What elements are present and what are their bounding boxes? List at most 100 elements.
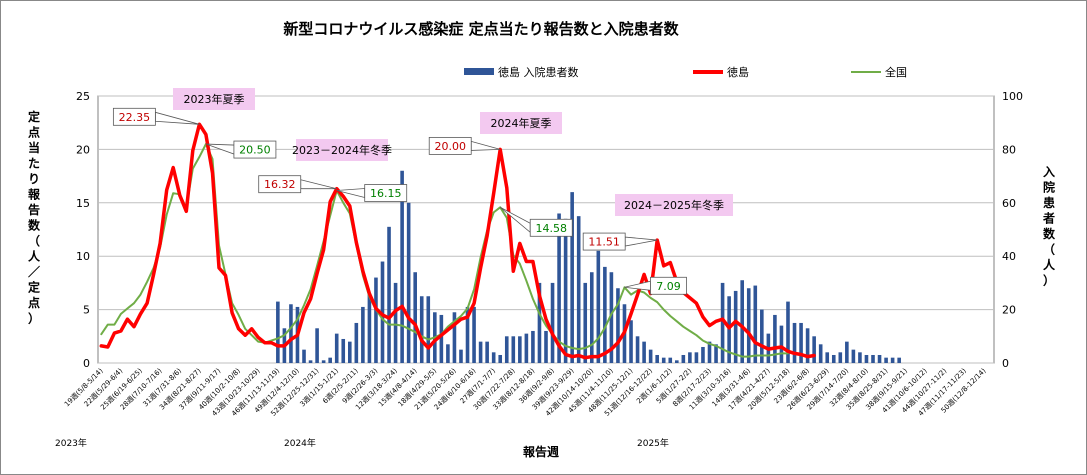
bar-inpatients — [328, 357, 332, 363]
callout-box — [529, 218, 573, 237]
x-axis-title: 報告週 — [523, 444, 559, 459]
bar-inpatients — [655, 354, 659, 363]
season-badge — [173, 88, 255, 110]
callout-value: 16.15 — [370, 187, 402, 200]
bar-inpatients — [897, 357, 901, 363]
legend-swatch-bar — [464, 68, 494, 75]
y-tick-left: 20 — [76, 143, 90, 156]
bar-inpatients — [681, 354, 686, 363]
callout-box — [233, 140, 277, 159]
bar-inpatients — [361, 306, 365, 363]
bar-inpatients — [648, 349, 653, 363]
bar-inpatients — [688, 352, 692, 363]
bar-inpatients — [864, 354, 869, 363]
callout-pointer — [470, 140, 501, 151]
y-axis-title-left: 定点当たり報告数（人／定点） — [28, 109, 41, 326]
callout-value: 20.00 — [434, 140, 466, 153]
y-axis-title-right-text: 入院患者数（人） — [1042, 165, 1056, 288]
bar-inpatients — [871, 354, 875, 363]
bar-inpatients — [603, 266, 607, 363]
bar-inpatients — [773, 314, 777, 363]
bar-inpatients — [779, 325, 784, 363]
bar-inpatients — [753, 285, 758, 363]
line-national — [100, 143, 789, 358]
y-tick-right: 0 — [1002, 357, 1009, 370]
bar-inpatients — [341, 338, 346, 363]
bar-inpatients — [799, 322, 803, 363]
callout-value: 22.35 — [119, 111, 151, 124]
bar-inpatients — [524, 333, 529, 363]
callout-box — [258, 175, 302, 194]
bar-inpatients — [446, 344, 450, 363]
bar-inpatients — [635, 336, 640, 363]
bar-inpatients — [550, 282, 555, 363]
bar-inpatients — [452, 312, 457, 363]
season-badge — [615, 194, 733, 216]
bar-inpatients — [694, 352, 699, 363]
bar-inpatients — [818, 344, 823, 363]
callout-box — [650, 276, 687, 295]
season-badge — [480, 112, 562, 134]
bar-inpatients — [276, 301, 280, 363]
bar-inpatients — [387, 226, 391, 363]
bar-inpatients — [727, 296, 731, 363]
annotation-layer: 22.35 20.50 16.32 16.15 20.00 14.58 11.51 7.09 2… — [112, 88, 733, 295]
bar-inpatients — [733, 290, 738, 363]
bar-inpatients — [661, 357, 666, 363]
bar-inpatients — [609, 272, 614, 363]
bar-inpatients — [746, 288, 751, 363]
bar-inpatients — [485, 341, 489, 363]
bar-inpatients — [596, 250, 601, 363]
bar-inpatients — [877, 354, 882, 363]
bar-inpatients — [884, 357, 888, 363]
bar-inpatients — [576, 216, 581, 363]
y-tick-left: 5 — [83, 304, 90, 317]
legend-label-bar: 徳島 入院患者数 — [498, 65, 579, 79]
y-tick-right: 60 — [1002, 197, 1016, 210]
callout-pointer — [499, 206, 531, 234]
bar-inpatients — [570, 192, 574, 363]
bar-inpatients — [825, 352, 830, 363]
year-label-2025: 2025年 — [637, 437, 669, 449]
bar-inpatients — [439, 314, 444, 363]
bar-inpatients — [845, 341, 849, 363]
bar-inpatients — [302, 349, 306, 363]
bar-inpatients — [563, 218, 568, 363]
y-tick-right: 20 — [1002, 304, 1016, 317]
callout-box — [112, 107, 156, 126]
bar-inpatients — [890, 357, 895, 363]
bar-inpatients — [838, 352, 843, 363]
bar-inpatients — [419, 296, 424, 363]
bar-inpatients — [760, 309, 764, 363]
bar-inpatients — [400, 170, 404, 363]
callout-pointer — [624, 236, 658, 247]
y-tick-right: 40 — [1002, 250, 1016, 263]
year-label-2023: 2023年 — [55, 437, 87, 449]
y-tick-left: 10 — [76, 250, 90, 263]
bar-inpatients — [315, 328, 319, 363]
bar-inpatients — [792, 322, 797, 363]
season-label: 2023－2024年冬季 — [292, 143, 392, 157]
bar-inpatients — [675, 360, 679, 363]
bar-inpatients — [812, 336, 816, 363]
callout-value: 14.58 — [535, 222, 567, 235]
bar-inpatients — [557, 213, 561, 363]
bar-inpatients — [478, 341, 483, 363]
y-tick-left: 15 — [76, 197, 90, 210]
bar-inpatients — [491, 352, 496, 363]
callout-box — [582, 232, 626, 251]
y-tick-right: 100 — [1002, 90, 1023, 103]
callout-box — [364, 184, 408, 202]
bar-inpatients — [321, 360, 326, 363]
bar-inpatients — [642, 341, 646, 363]
bar-inpatients — [380, 261, 385, 363]
legend-label-tokushima: 徳島 — [727, 65, 749, 79]
callout-value: 11.51 — [588, 236, 620, 249]
callout-value: 16.32 — [264, 178, 296, 191]
bar-inpatients — [629, 320, 633, 363]
bar-inpatients — [701, 346, 705, 363]
callout-value: 7.09 — [656, 280, 681, 293]
bar-inpatients — [668, 357, 673, 363]
bar-inpatients — [518, 336, 522, 363]
